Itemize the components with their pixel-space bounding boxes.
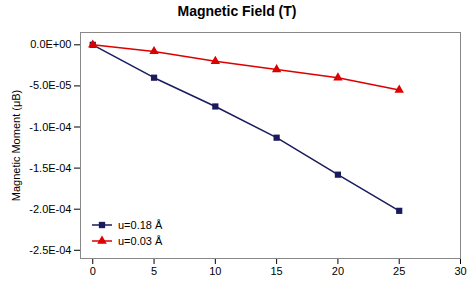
html-text:Magnetic Field (T): Magnetic Field (T) <box>177 3 297 19</box>
svg-text:-2.5E-04: -2.5E-04 <box>29 244 71 256</box>
svg-text:-1.0E-04: -1.0E-04 <box>29 121 71 133</box>
svg-text:20: 20 <box>332 265 344 277</box>
svg-text:30: 30 <box>454 265 466 277</box>
svg-text:0.0E+00: 0.0E+00 <box>30 38 71 50</box>
svg-text:5: 5 <box>151 265 157 277</box>
svg-text:-2.0E-04: -2.0E-04 <box>29 203 71 215</box>
svg-text:Magnetic Moment (μB): Magnetic Moment (μB) <box>10 90 22 201</box>
svg-text:-5.0E-05: -5.0E-05 <box>29 79 71 91</box>
svg-text:10: 10 <box>209 265 221 277</box>
html-text:u=0.03 Å: u=0.03 Å <box>118 235 163 247</box>
svg-text:15: 15 <box>271 265 283 277</box>
svg-text:-1.5E-04: -1.5E-04 <box>29 162 71 174</box>
svg-text:0: 0 <box>90 265 96 277</box>
html-text:u=0.18 Å: u=0.18 Å <box>118 219 163 231</box>
svg-text:25: 25 <box>393 265 405 277</box>
